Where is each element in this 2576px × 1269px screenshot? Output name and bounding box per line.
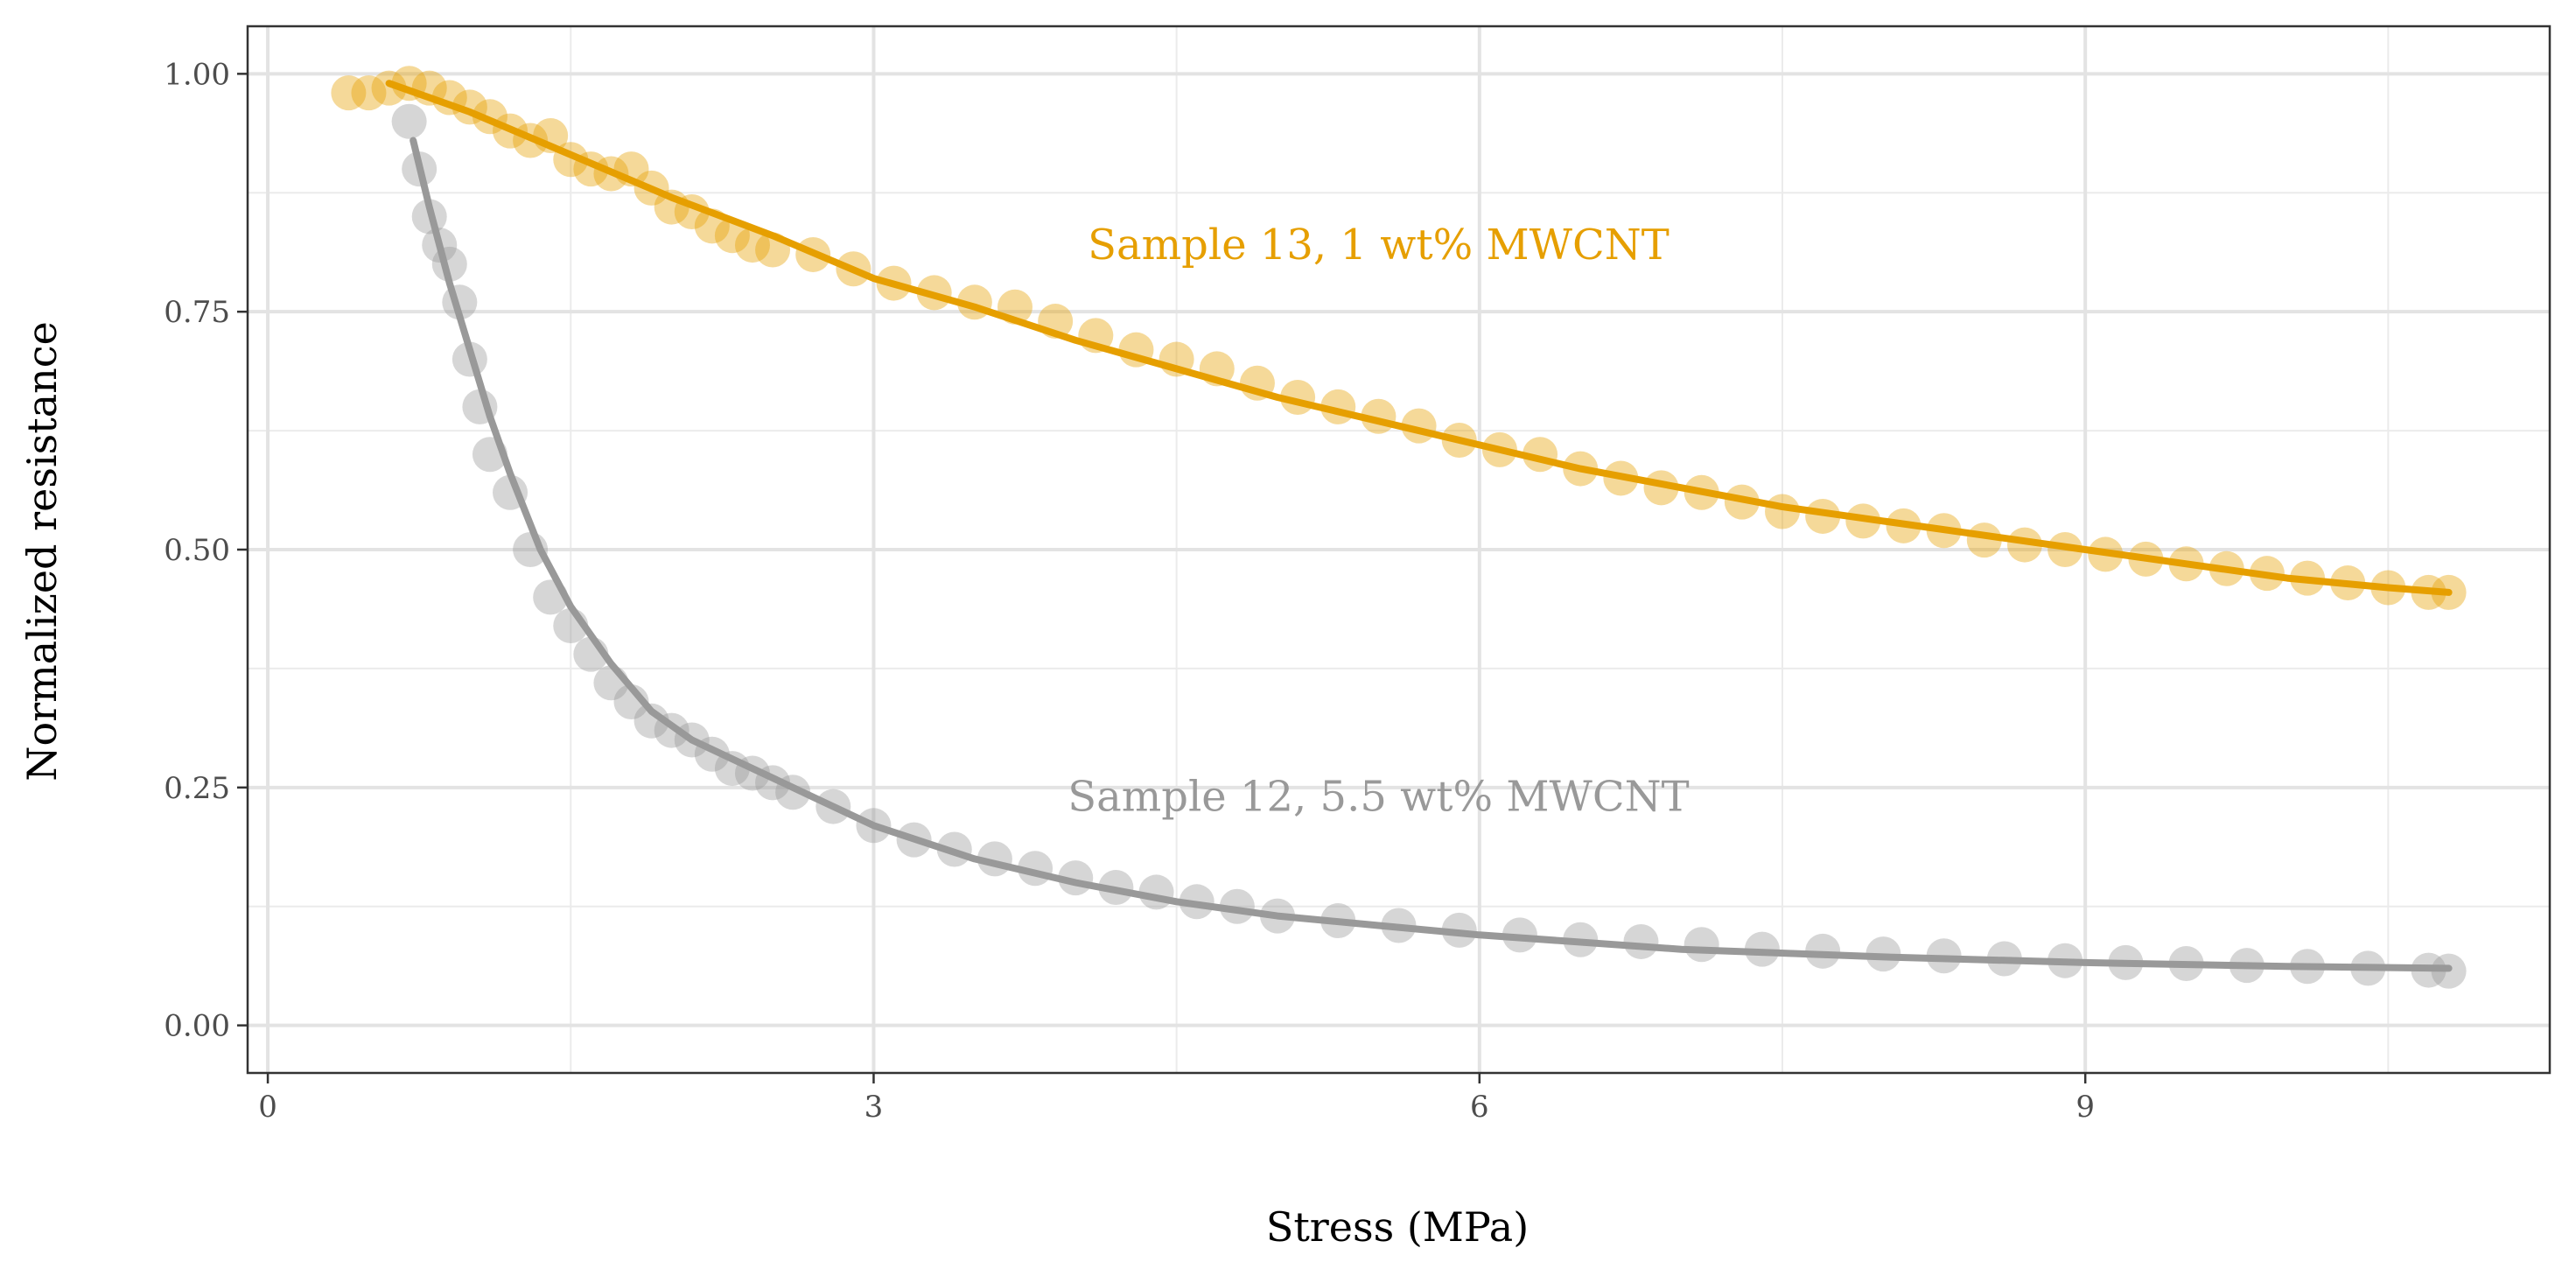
series-2-point — [1684, 927, 1719, 963]
y-tick-label: 0.00 — [164, 1009, 230, 1044]
y-tick-label: 0.50 — [164, 533, 230, 568]
series-2-point — [634, 703, 669, 739]
series-1-point — [331, 75, 367, 111]
axis-ticks: 0 3 6 9 0.00 0.25 0.50 0.75 1.00 — [164, 57, 2095, 1125]
y-tick-label: 0.25 — [164, 771, 230, 806]
series-2-fit-line — [410, 137, 2453, 972]
y-tick-label: 1.00 — [164, 57, 230, 92]
x-tick-label: 3 — [864, 1090, 884, 1125]
series-annotations: Sample 13, 1 wt% MWCNT Sample 12, 5.5 wt%… — [1068, 221, 1689, 822]
series-1-point — [1805, 498, 1841, 534]
series-1-point — [734, 228, 770, 263]
x-axis-title: Stress (MPa) — [1266, 1203, 1529, 1251]
series-2-point — [1623, 923, 1659, 959]
series-2-point — [1219, 888, 1255, 924]
x-tick-label: 9 — [2076, 1090, 2095, 1125]
y-axis-title: Normalized resistance — [18, 321, 66, 782]
minor-gridlines — [248, 26, 2550, 1073]
fit-lines — [385, 80, 2453, 972]
series-1-fit-line — [385, 80, 2453, 596]
series-2-annotation: Sample 12, 5.5 wt% MWCNT — [1068, 773, 1689, 822]
series-1-point — [371, 70, 407, 106]
series-1-point — [351, 75, 387, 111]
y-tick-label: 0.75 — [164, 295, 230, 330]
major-gridlines — [248, 26, 2550, 1073]
series-1-annotation: Sample 13, 1 wt% MWCNT — [1088, 221, 1670, 270]
series-1-point — [2006, 527, 2042, 563]
series-2-point — [391, 103, 427, 139]
x-tick-label: 0 — [258, 1090, 277, 1125]
x-tick-label: 6 — [1470, 1090, 1489, 1125]
